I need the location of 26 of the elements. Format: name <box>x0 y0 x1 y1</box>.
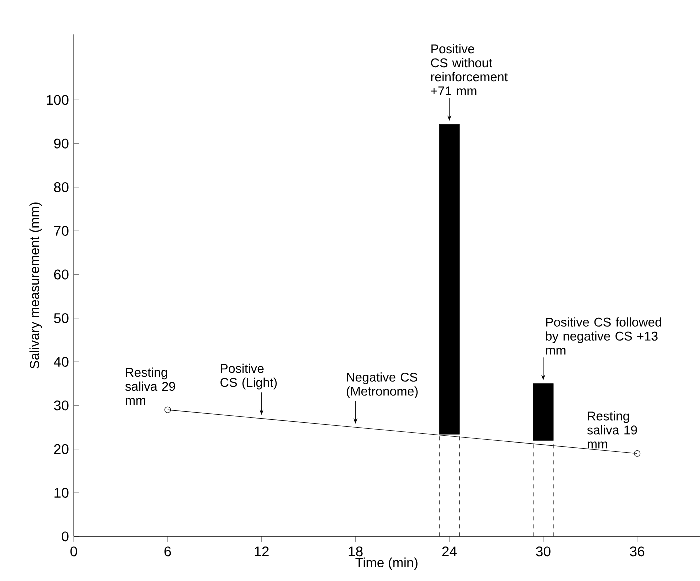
annotation: Resting saliva 19 mm <box>587 412 638 449</box>
x-tick-label: 12 <box>255 546 269 557</box>
x-tick-label: 24 <box>442 546 457 557</box>
y-tick-label: 60 <box>54 270 69 280</box>
annotation: Resting saliva 29 mm <box>126 368 176 406</box>
x-tick-label: 18 <box>348 546 363 557</box>
annotation: Positive CS followed by negative CS +13 mm <box>546 318 662 355</box>
y-tick-label: 20 <box>54 444 69 454</box>
y-tick-label: 100 <box>47 95 69 106</box>
x-tick-label: 36 <box>630 546 645 557</box>
annotation: Positive CS without reinforcement +71 mm <box>431 44 508 96</box>
x-axis-title: Time (min) <box>356 558 418 570</box>
y-tick-label: 80 <box>54 182 69 193</box>
y-tick-label: 0 <box>62 532 69 542</box>
y-tick-label: 10 <box>54 488 69 498</box>
y-tick-label: 90 <box>54 139 69 149</box>
y-tick-label: 70 <box>54 226 69 236</box>
annotation: Negative CS (Metronome) <box>347 372 418 399</box>
x-tick-label: 0 <box>70 546 78 557</box>
y-axis-title: Salivary measurement (mm) <box>30 202 42 369</box>
y-tick-label: 40 <box>54 357 69 368</box>
y-tick-label: 30 <box>54 400 69 411</box>
annotation: Positive CS (Light) <box>220 364 277 390</box>
y-tick-label: 50 <box>54 314 69 324</box>
x-tick-label: 6 <box>164 546 172 557</box>
x-tick-label: 30 <box>536 546 551 557</box>
